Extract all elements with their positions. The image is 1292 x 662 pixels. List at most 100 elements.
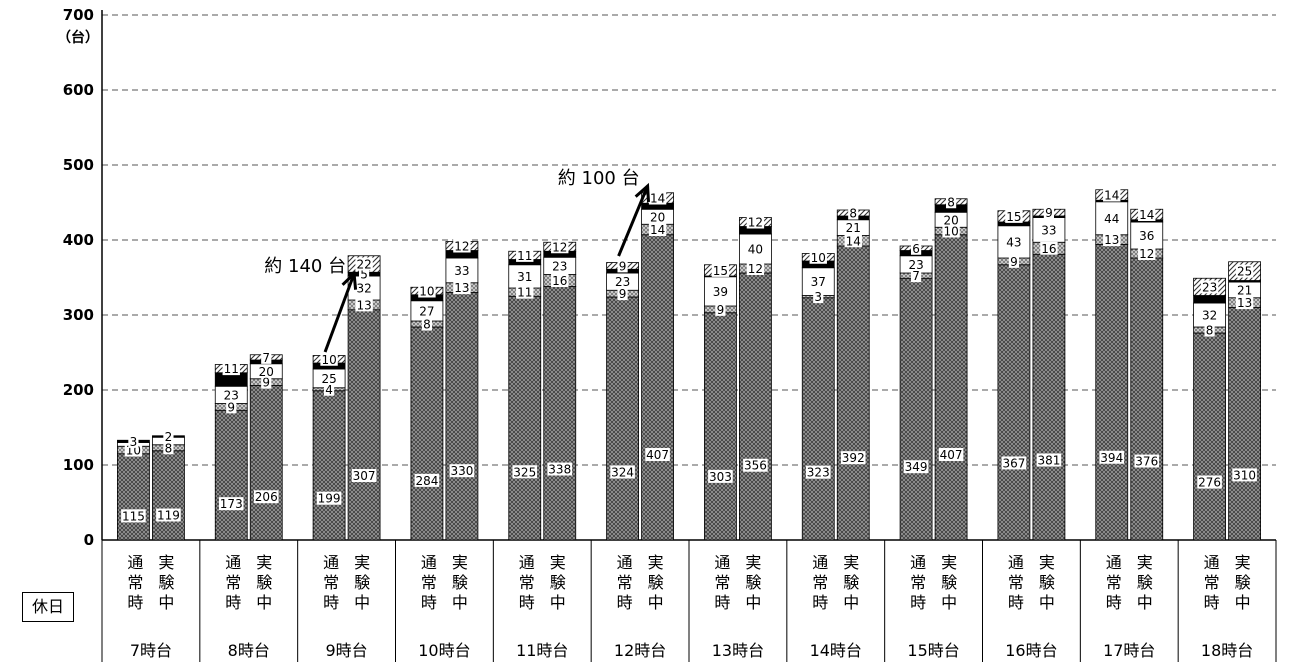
y-tick-label: 400 xyxy=(63,231,94,249)
data-label: 16 xyxy=(1041,242,1056,256)
data-label: 20 xyxy=(943,213,958,227)
data-label-bg xyxy=(1235,283,1254,297)
data-label-bg xyxy=(128,434,139,448)
bar-segment xyxy=(152,450,185,541)
data-label-bg xyxy=(1134,454,1160,468)
data-label-bg xyxy=(648,223,667,236)
condition-label: 験 xyxy=(256,573,272,592)
data-label-bg xyxy=(218,497,244,511)
data-label: 13 xyxy=(356,298,371,312)
condition-label: 験 xyxy=(1235,573,1251,592)
condition-label: 実 xyxy=(158,553,174,572)
data-label-bg xyxy=(351,469,377,483)
data-label: 10 xyxy=(419,285,434,299)
data-label: 15 xyxy=(1006,210,1021,224)
data-label-bg xyxy=(355,281,373,295)
data-label-bg xyxy=(355,298,373,312)
data-label-bg xyxy=(910,241,922,255)
data-label: 8 xyxy=(423,318,431,332)
data-label-bg xyxy=(323,382,335,396)
condition-label: 常 xyxy=(519,573,535,592)
data-label-bg xyxy=(1138,247,1156,260)
condition-label: 中 xyxy=(1039,593,1055,612)
condition-label: 中 xyxy=(256,593,272,612)
data-label: 325 xyxy=(513,465,536,479)
data-label: 3 xyxy=(814,290,822,304)
data-label: 367 xyxy=(1002,456,1025,470)
condition-label: 実 xyxy=(256,553,272,572)
data-label: 32 xyxy=(1202,309,1217,323)
data-label: 324 xyxy=(611,465,634,479)
data-label-bg xyxy=(421,317,433,331)
data-label-bg xyxy=(253,490,279,504)
data-label: 8 xyxy=(947,195,955,209)
condition-label: 中 xyxy=(354,593,370,612)
condition-label: 時 xyxy=(1204,593,1220,612)
data-label-bg xyxy=(942,213,960,227)
data-label: 381 xyxy=(1037,453,1060,467)
x-category-label: 14時台 xyxy=(810,641,862,660)
bar-segment xyxy=(214,409,248,541)
data-label: 15 xyxy=(713,264,728,278)
data-label: 27 xyxy=(419,304,434,318)
data-label: 9 xyxy=(1045,206,1053,220)
annotation-arrow xyxy=(323,273,356,353)
data-label: 9 xyxy=(1010,255,1018,269)
data-label-bg xyxy=(163,441,174,455)
x-category-label: 13時台 xyxy=(712,641,764,660)
row-label: 休日 xyxy=(22,592,74,622)
data-label-bg xyxy=(1001,456,1027,470)
condition-label: 時 xyxy=(421,593,437,612)
data-label: 276 xyxy=(1198,476,1221,490)
data-label: 303 xyxy=(709,470,732,484)
data-label-bg xyxy=(844,234,862,248)
x-category-label: 18時台 xyxy=(1201,641,1253,660)
data-label-bg xyxy=(222,362,240,376)
data-label: 10 xyxy=(811,251,826,265)
condition-label: 常 xyxy=(812,573,828,592)
data-label: 14 xyxy=(650,223,665,237)
bar-segment xyxy=(312,390,346,541)
condition-label: 常 xyxy=(1106,573,1122,592)
x-category-label: 15時台 xyxy=(907,641,959,660)
x-category-label: 7時台 xyxy=(130,641,172,660)
condition-label: 通 xyxy=(225,553,241,572)
data-label-bg xyxy=(617,287,628,301)
data-label-bg xyxy=(1197,475,1222,489)
data-label: 39 xyxy=(713,285,728,299)
x-category-label: 17時台 xyxy=(1103,641,1155,660)
data-label-bg xyxy=(1235,296,1254,310)
condition-label: 通 xyxy=(714,553,730,572)
data-label: 23 xyxy=(552,259,567,273)
data-label: 37 xyxy=(811,275,826,289)
data-label-bg xyxy=(551,274,569,287)
y-tick-label: 700 xyxy=(63,6,94,24)
data-label-bg xyxy=(355,257,373,271)
data-label: 33 xyxy=(1041,223,1056,237)
data-label-bg xyxy=(257,364,275,378)
data-label-bg xyxy=(1005,235,1023,249)
data-label: 10 xyxy=(943,225,958,239)
data-label: 14 xyxy=(1104,189,1119,203)
data-label: 13 xyxy=(454,281,469,295)
condition-label: 通 xyxy=(910,553,926,572)
bar-segment xyxy=(1193,295,1226,304)
data-label: 310 xyxy=(1233,468,1256,482)
condition-label: 験 xyxy=(941,573,957,592)
data-label-bg xyxy=(645,448,670,462)
data-label-bg xyxy=(715,302,726,316)
data-label: 20 xyxy=(650,210,665,224)
data-label-bg xyxy=(316,491,342,505)
condition-label: 常 xyxy=(225,573,241,592)
data-label: 10 xyxy=(321,353,336,367)
data-label: 11 xyxy=(517,249,532,263)
bar-segment xyxy=(543,286,577,541)
data-label: 199 xyxy=(318,492,341,506)
condition-label: 常 xyxy=(421,573,437,592)
data-label-bg xyxy=(449,464,475,478)
data-label: 307 xyxy=(353,469,376,483)
data-label-bg xyxy=(1099,450,1125,464)
data-label: 9 xyxy=(619,259,627,273)
condition-label: 中 xyxy=(1137,593,1153,612)
